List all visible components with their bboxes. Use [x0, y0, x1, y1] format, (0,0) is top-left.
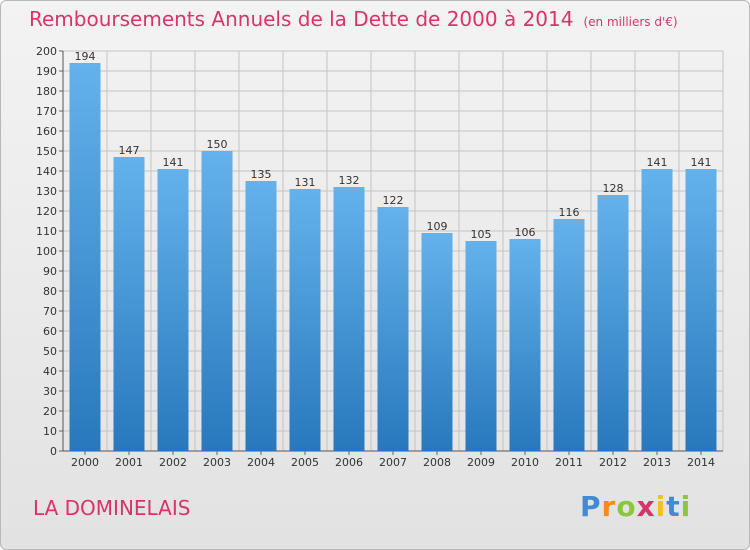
x-tick-label: 2004 — [247, 456, 275, 469]
bar-value-label: 141 — [163, 156, 184, 169]
bar-2008 — [421, 233, 453, 451]
y-tick-label: 170 — [36, 105, 57, 118]
y-tick-label: 10 — [43, 425, 57, 438]
x-tick-label: 2012 — [599, 456, 627, 469]
y-tick-label: 180 — [36, 85, 57, 98]
bar-value-label: 141 — [691, 156, 712, 169]
bar-2005 — [289, 189, 321, 451]
y-tick-label: 40 — [43, 365, 57, 378]
y-tick-label: 160 — [36, 125, 57, 138]
bar-2002 — [157, 169, 189, 451]
bar-2012 — [597, 195, 629, 451]
logo-letter: t — [666, 490, 681, 523]
y-tick-label: 150 — [36, 145, 57, 158]
y-tick-label: 50 — [43, 345, 57, 358]
bar-value-label: 109 — [427, 220, 448, 233]
y-tick-label: 200 — [36, 45, 57, 58]
bar-2013 — [641, 169, 673, 451]
bar-value-label: 135 — [251, 168, 272, 181]
labels: 0 10 20 30 40 50 60 70 80 90 100 110 120 130 140 150 160… — [36, 45, 715, 469]
x-tick-label: 2010 — [511, 456, 539, 469]
proxiti-logo: Proxiti — [580, 490, 691, 523]
y-tick-label: 90 — [43, 265, 57, 278]
y-tick-label: 110 — [36, 225, 57, 238]
x-tick-label: 2006 — [335, 456, 363, 469]
bar-value-label: 194 — [75, 50, 96, 63]
y-tick-label: 130 — [36, 185, 57, 198]
bar-value-label: 141 — [647, 156, 668, 169]
x-tick-label: 2011 — [555, 456, 583, 469]
x-tick-label: 2000 — [71, 456, 99, 469]
bar-value-label: 128 — [603, 182, 624, 195]
logo-letter: r — [601, 490, 617, 523]
x-tick-label: 2008 — [423, 456, 451, 469]
y-tick-label: 70 — [43, 305, 57, 318]
y-tick-label: 140 — [36, 165, 57, 178]
y-tick-label: 80 — [43, 285, 57, 298]
x-tick-label: 2002 — [159, 456, 187, 469]
y-tick-label: 60 — [43, 325, 57, 338]
bar-2014 — [685, 169, 717, 451]
y-tick-label: 20 — [43, 405, 57, 418]
y-tick-label: 120 — [36, 205, 57, 218]
logo-letter: i — [680, 490, 692, 523]
bar-2000 — [69, 63, 101, 451]
bar-value-label: 132 — [339, 174, 360, 187]
bar-value-label: 150 — [207, 138, 228, 151]
bar-value-label: 131 — [295, 176, 316, 189]
logo-letter: x — [636, 490, 656, 523]
bar-2010 — [509, 239, 541, 451]
y-tick-label: 190 — [36, 65, 57, 78]
x-tick-label: 2014 — [687, 456, 715, 469]
x-tick-label: 2009 — [467, 456, 495, 469]
x-tick-label: 2013 — [643, 456, 671, 469]
bar-2011 — [553, 219, 585, 451]
y-tick-label: 100 — [36, 245, 57, 258]
x-tick-label: 2007 — [379, 456, 407, 469]
bar-2006 — [333, 187, 365, 451]
bar-2003 — [201, 151, 233, 451]
x-tick-label: 2005 — [291, 456, 319, 469]
bar-value-label: 116 — [559, 206, 580, 219]
x-tick-label: 2001 — [115, 456, 143, 469]
bar-2009 — [465, 241, 497, 451]
logo-letter: i — [655, 490, 667, 523]
chart-subtitle: (en milliers d'€) — [583, 15, 678, 29]
bar-value-label: 105 — [471, 228, 492, 241]
logo-letter: o — [616, 490, 637, 523]
logo-letter: P — [580, 490, 602, 523]
commune-name: LA DOMINELAIS — [33, 496, 191, 520]
bar-value-label: 122 — [383, 194, 404, 207]
bar-2007 — [377, 207, 409, 451]
bar-value-label: 106 — [515, 226, 536, 239]
bar-value-label: 147 — [119, 144, 140, 157]
bars — [69, 63, 717, 451]
bar-2001 — [113, 157, 145, 451]
y-tick-label: 30 — [43, 385, 57, 398]
y-tick-label: 0 — [50, 445, 57, 458]
chart-title-text: Remboursements Annuels de la Dette de 20… — [29, 7, 574, 31]
x-tick-label: 2003 — [203, 456, 231, 469]
bar-2004 — [245, 181, 277, 451]
chart-title: Remboursements Annuels de la Dette de 20… — [29, 7, 678, 31]
